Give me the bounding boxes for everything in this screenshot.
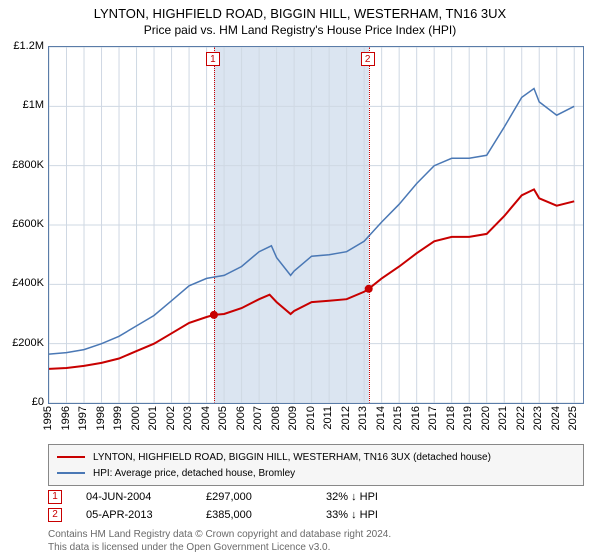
x-axis-label: 2022 — [515, 406, 527, 430]
chart-subtitle: Price paid vs. HM Land Registry's House … — [0, 23, 600, 37]
sale-marker-label: 2 — [361, 52, 375, 66]
sale-dot — [210, 311, 218, 319]
x-axis-label: 1999 — [112, 406, 124, 430]
x-axis-label: 2001 — [147, 406, 159, 430]
sale-row-date: 05-APR-2013 — [86, 509, 206, 521]
x-axis-label: 2006 — [235, 406, 247, 430]
y-axis-label: £400K — [0, 277, 44, 289]
footer-line1: Contains HM Land Registry data © Crown c… — [48, 528, 584, 541]
sale-row: 1 04-JUN-2004£297,00032% ↓ HPI — [48, 488, 584, 506]
x-axis-label: 2019 — [462, 406, 474, 430]
x-axis-label: 2007 — [252, 406, 264, 430]
x-axis-label: 2010 — [305, 406, 317, 430]
x-axis-label: 2014 — [375, 406, 387, 430]
legend-row: HPI: Average price, detached house, Brom… — [57, 465, 575, 481]
x-axis-label: 2002 — [165, 406, 177, 430]
x-axis-label: 2023 — [532, 406, 544, 430]
sale-row-price: £297,000 — [206, 491, 326, 503]
legend-text: HPI: Average price, detached house, Brom… — [93, 468, 295, 479]
sale-row-delta: 32% ↓ HPI — [326, 491, 446, 503]
x-axis-label: 1996 — [60, 406, 72, 430]
x-axis-label: 2017 — [427, 406, 439, 430]
sale-row-delta: 33% ↓ HPI — [326, 509, 446, 521]
x-axis-label: 2011 — [322, 406, 334, 430]
legend-swatch — [57, 472, 85, 474]
footer-line2: This data is licensed under the Open Gov… — [48, 541, 584, 554]
chart-svg — [49, 47, 583, 403]
x-axis-label: 1995 — [42, 406, 54, 430]
sale-row-price: £385,000 — [206, 509, 326, 521]
sale-row: 2 05-APR-2013£385,00033% ↓ HPI — [48, 506, 584, 524]
y-axis-label: £600K — [0, 218, 44, 230]
y-axis-label: £1M — [0, 99, 44, 111]
y-axis-label: £0 — [0, 396, 44, 408]
x-axis-label: 2015 — [392, 406, 404, 430]
sale-table: 1 04-JUN-2004£297,00032% ↓ HPI 2 05-APR-201… — [48, 488, 584, 524]
x-axis-label: 2008 — [270, 406, 282, 430]
x-axis-label: 2004 — [200, 406, 212, 430]
sale-marker-label: 1 — [206, 52, 220, 66]
footer-attribution: Contains HM Land Registry data © Crown c… — [48, 528, 584, 554]
legend: LYNTON, HIGHFIELD ROAD, BIGGIN HILL, WES… — [48, 444, 584, 486]
x-axis-label: 2003 — [182, 406, 194, 430]
sale-row-date: 04-JUN-2004 — [86, 491, 206, 503]
x-axis-label: 2025 — [567, 406, 579, 430]
legend-swatch — [57, 456, 85, 458]
x-axis-label: 2021 — [497, 406, 509, 430]
x-axis-label: 2018 — [445, 406, 457, 430]
x-axis-label: 2005 — [217, 406, 229, 430]
chart-plot-area — [48, 46, 584, 404]
x-axis-label: 2016 — [410, 406, 422, 430]
sale-dot — [365, 285, 373, 293]
x-axis-label: 2012 — [340, 406, 352, 430]
x-axis-label: 1998 — [95, 406, 107, 430]
legend-row: LYNTON, HIGHFIELD ROAD, BIGGIN HILL, WES… — [57, 449, 575, 465]
x-axis-label: 2000 — [130, 406, 142, 430]
x-axis-label: 2024 — [550, 406, 562, 430]
x-axis-label: 2020 — [480, 406, 492, 430]
chart-title: LYNTON, HIGHFIELD ROAD, BIGGIN HILL, WES… — [0, 6, 600, 21]
legend-text: LYNTON, HIGHFIELD ROAD, BIGGIN HILL, WES… — [93, 452, 491, 463]
x-axis-label: 2013 — [357, 406, 369, 430]
x-axis-label: 1997 — [77, 406, 89, 430]
sale-row-marker: 1 — [48, 490, 62, 504]
x-axis-label: 2009 — [287, 406, 299, 430]
sale-row-marker: 2 — [48, 508, 62, 522]
y-axis-label: £1.2M — [0, 40, 44, 52]
y-axis-label: £800K — [0, 159, 44, 171]
y-axis-label: £200K — [0, 337, 44, 349]
